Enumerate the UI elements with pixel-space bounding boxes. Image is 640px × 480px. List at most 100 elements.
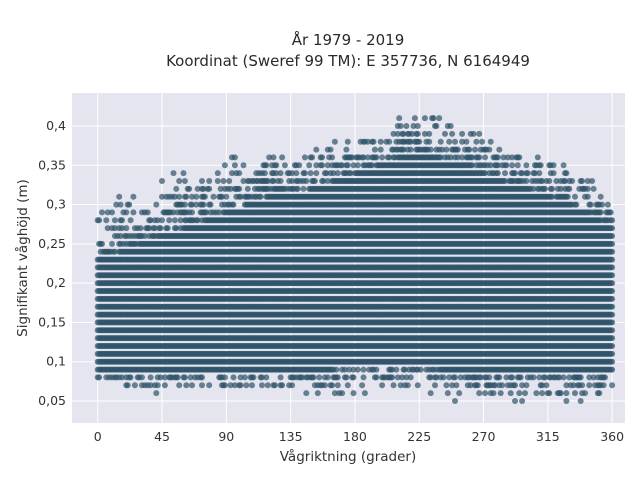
chart-title-line-1: År 1979 - 2019 bbox=[292, 30, 405, 49]
data-point bbox=[236, 170, 243, 177]
data-point bbox=[166, 217, 173, 224]
data-points bbox=[94, 115, 616, 404]
data-point bbox=[281, 162, 288, 169]
data-point bbox=[111, 248, 118, 255]
data-point bbox=[223, 193, 230, 200]
data-point bbox=[174, 374, 181, 381]
data-point bbox=[309, 154, 316, 161]
data-point bbox=[109, 209, 115, 216]
data-point bbox=[176, 382, 183, 389]
data-point bbox=[206, 178, 213, 184]
data-point bbox=[310, 374, 317, 381]
data-point bbox=[390, 382, 397, 389]
data-point bbox=[104, 209, 111, 216]
data-point bbox=[176, 193, 183, 200]
data-point bbox=[373, 154, 380, 161]
data-point bbox=[313, 146, 320, 153]
data-point bbox=[221, 162, 228, 169]
data-point bbox=[389, 374, 396, 381]
data-point bbox=[221, 374, 228, 381]
data-point bbox=[206, 185, 213, 192]
data-point bbox=[231, 154, 238, 161]
data-point bbox=[147, 374, 154, 381]
data-point bbox=[373, 366, 380, 373]
data-point bbox=[277, 170, 284, 177]
data-point bbox=[334, 170, 341, 177]
data-point bbox=[186, 185, 193, 192]
data-point bbox=[321, 382, 328, 389]
data-point bbox=[293, 170, 300, 177]
data-point bbox=[334, 374, 341, 381]
data-point bbox=[279, 154, 286, 161]
data-point bbox=[159, 178, 165, 184]
data-point bbox=[301, 154, 308, 161]
data-point bbox=[377, 138, 384, 145]
data-point bbox=[199, 178, 205, 184]
data-point bbox=[249, 382, 255, 389]
chart-title-line-2: Koordinat (Sweref 99 TM): E 357736, N 61… bbox=[166, 52, 530, 70]
data-point bbox=[96, 374, 103, 381]
data-point bbox=[344, 382, 351, 389]
data-point bbox=[104, 225, 111, 232]
data-point bbox=[113, 201, 120, 208]
data-point bbox=[226, 178, 233, 184]
data-point bbox=[230, 374, 237, 381]
data-point bbox=[103, 217, 110, 224]
data-point bbox=[361, 390, 368, 397]
data-point bbox=[307, 170, 314, 177]
data-point bbox=[131, 382, 138, 389]
data-point bbox=[214, 178, 221, 184]
data-point bbox=[277, 178, 284, 184]
data-point bbox=[303, 178, 310, 184]
data-point bbox=[339, 390, 346, 397]
data-point bbox=[99, 209, 105, 216]
data-point bbox=[147, 217, 154, 224]
data-point bbox=[360, 374, 367, 381]
data-point bbox=[206, 382, 213, 389]
data-point bbox=[180, 170, 187, 177]
data-point bbox=[111, 225, 118, 232]
data-point bbox=[354, 366, 361, 373]
data-point bbox=[183, 193, 190, 200]
data-point bbox=[329, 154, 336, 161]
data-point bbox=[354, 162, 361, 169]
data-point bbox=[314, 390, 321, 397]
data-point bbox=[193, 193, 200, 200]
data-point bbox=[379, 154, 386, 161]
data-point bbox=[306, 162, 313, 169]
data-point bbox=[144, 209, 151, 216]
data-point bbox=[373, 374, 380, 381]
data-point bbox=[127, 374, 134, 381]
data-point bbox=[199, 382, 205, 389]
data-point bbox=[176, 178, 183, 184]
data-point bbox=[257, 193, 264, 200]
data-point bbox=[303, 390, 310, 397]
data-point bbox=[127, 217, 134, 224]
data-point bbox=[119, 374, 125, 381]
data-point bbox=[331, 138, 338, 145]
data-point bbox=[360, 366, 367, 373]
data-point bbox=[159, 217, 165, 224]
data-point bbox=[271, 382, 278, 389]
data-point bbox=[296, 162, 303, 169]
data-point bbox=[237, 382, 244, 389]
data-point bbox=[124, 382, 131, 389]
data-point bbox=[334, 382, 341, 389]
data-point bbox=[147, 382, 154, 389]
data-point bbox=[99, 240, 105, 247]
data-point bbox=[319, 162, 326, 169]
data-point bbox=[359, 382, 366, 389]
data-point bbox=[327, 146, 334, 153]
data-point bbox=[311, 178, 318, 184]
data-point bbox=[393, 366, 400, 373]
data-point bbox=[263, 374, 270, 381]
data-point bbox=[344, 162, 351, 169]
data-point bbox=[181, 201, 188, 208]
data-point bbox=[199, 374, 205, 381]
data-point bbox=[111, 217, 118, 224]
data-point bbox=[263, 162, 270, 169]
data-point bbox=[117, 201, 124, 208]
data-point bbox=[277, 374, 284, 381]
